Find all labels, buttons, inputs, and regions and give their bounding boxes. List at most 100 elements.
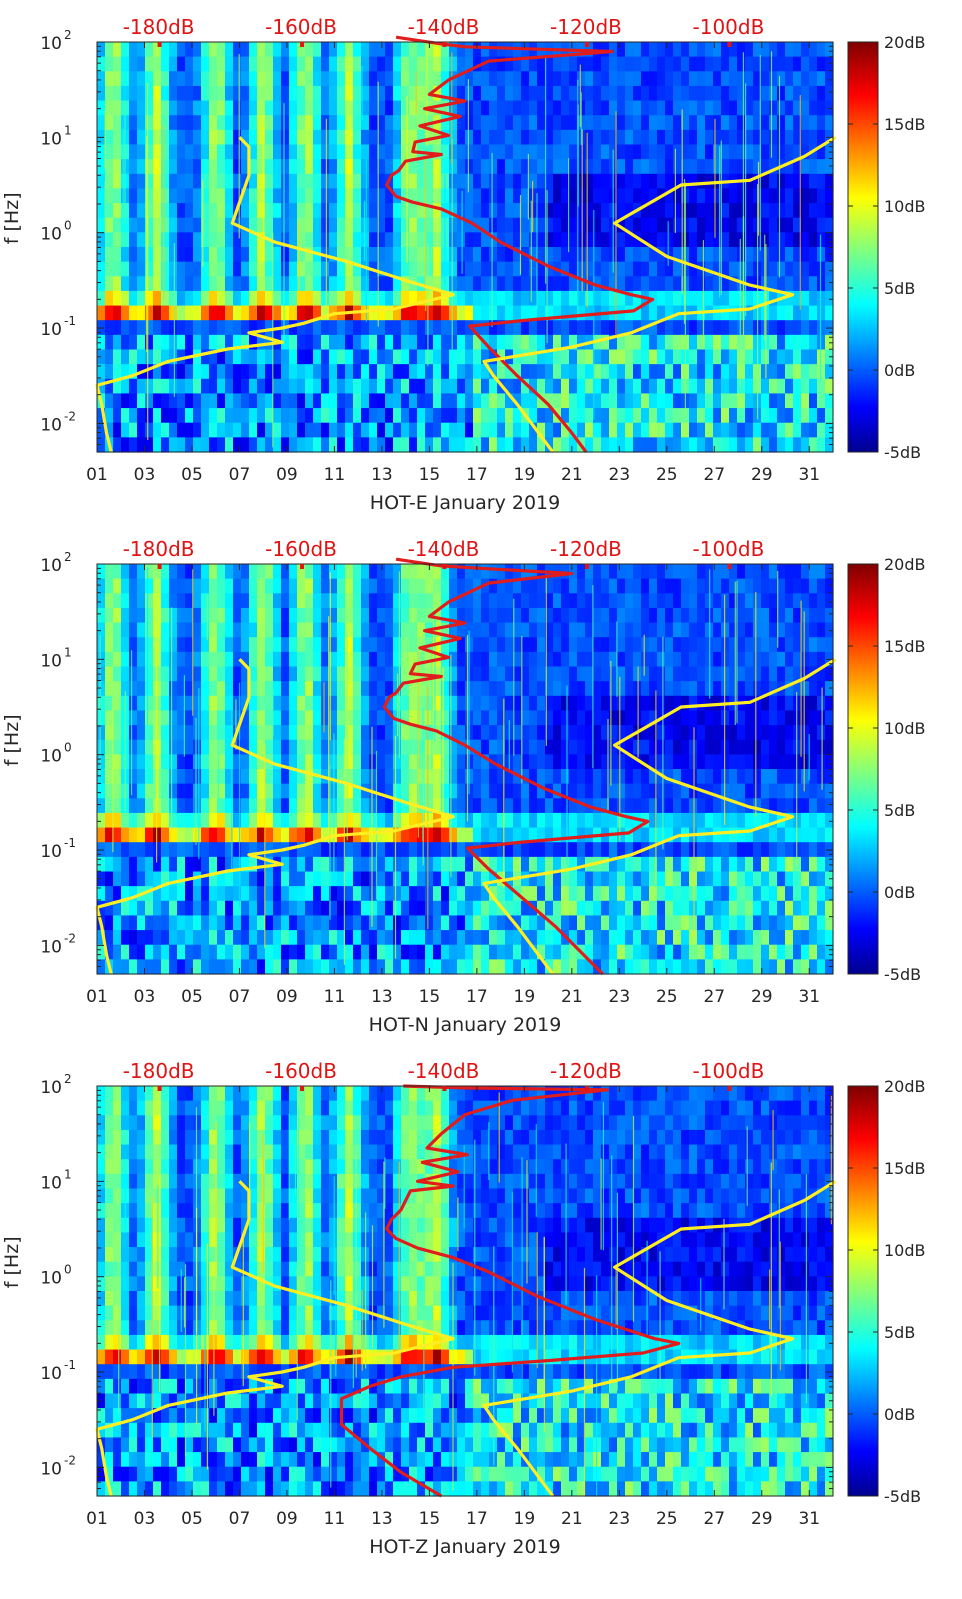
heatmap-cell xyxy=(753,144,762,160)
heatmap-cell xyxy=(649,637,658,653)
heatmap-cell xyxy=(193,725,202,741)
heatmap-cell xyxy=(289,754,298,770)
heatmap-cell xyxy=(225,578,234,594)
heatmap-cell xyxy=(137,261,146,277)
heatmap-cell xyxy=(657,695,666,712)
heatmap-cell xyxy=(305,856,314,873)
heatmap-cell xyxy=(793,305,802,321)
heatmap-cell xyxy=(169,725,178,741)
heatmap-cell xyxy=(705,783,714,799)
heatmap-cell xyxy=(145,364,154,380)
heatmap-cell xyxy=(145,422,154,438)
heatmap-cell xyxy=(193,188,202,204)
heatmap-cell xyxy=(217,217,226,233)
heatmap-cell xyxy=(401,173,410,190)
heatmap-cell xyxy=(561,578,570,594)
heatmap-cell xyxy=(185,607,194,624)
heatmap-cell xyxy=(625,783,634,799)
heatmap-cell xyxy=(649,115,658,131)
heatmap-cell xyxy=(529,188,538,204)
heatmap-cell xyxy=(713,754,722,770)
heatmap-cell xyxy=(129,364,138,380)
heatmap-cell xyxy=(257,812,266,829)
heatmap-cell xyxy=(417,232,426,248)
heatmap-cell xyxy=(161,159,170,175)
heatmap-cell xyxy=(705,408,714,424)
heatmap-cell xyxy=(505,798,514,814)
heatmap-cell xyxy=(545,334,554,351)
heatmap-cell xyxy=(169,944,178,960)
heatmap-cell xyxy=(489,651,498,668)
heatmap-cell xyxy=(433,769,442,785)
heatmap-cell xyxy=(361,188,370,204)
heatmap-cell xyxy=(177,129,186,146)
heatmap-cell xyxy=(609,812,618,829)
heatmap-cell xyxy=(217,856,226,873)
heatmap-cell xyxy=(441,85,450,102)
heatmap-cell xyxy=(249,173,258,190)
heatmap-cell xyxy=(561,349,570,365)
heatmap-cell xyxy=(345,710,354,726)
heatmap-cell xyxy=(137,695,146,712)
heatmap-cell xyxy=(129,261,138,277)
heatmap-cell xyxy=(137,129,146,146)
heatmap-cell xyxy=(177,900,186,917)
heatmap-cell xyxy=(369,637,378,653)
heatmap-cell xyxy=(193,695,202,712)
heatmap-cell xyxy=(225,320,234,336)
heatmap-cell xyxy=(233,364,242,380)
heatmap-cell xyxy=(233,842,242,858)
heatmap-cell xyxy=(393,85,402,102)
heatmap-cell xyxy=(577,798,586,814)
heatmap-cell xyxy=(273,188,282,204)
heatmap-cell xyxy=(633,681,642,697)
heatmap-cell xyxy=(649,173,658,190)
heatmap-cell xyxy=(129,695,138,712)
heatmap-cell xyxy=(345,856,354,873)
heatmap-cell xyxy=(825,393,834,409)
heatmap-cell xyxy=(313,378,322,395)
heatmap-cell xyxy=(593,886,602,902)
heatmap-cell xyxy=(705,812,714,829)
heatmap-cell xyxy=(513,725,522,741)
heatmap-cell xyxy=(593,607,602,624)
y-tick-label: 10 xyxy=(40,225,62,245)
heatmap-cell xyxy=(185,320,194,336)
heatmap-cell xyxy=(273,798,282,814)
heatmap-cell xyxy=(681,798,690,814)
heatmap-cell xyxy=(473,871,482,887)
heatmap-cell xyxy=(617,798,626,814)
heatmap-cell xyxy=(761,115,770,131)
heatmap-cell xyxy=(737,159,746,175)
heatmap-cell xyxy=(321,393,330,409)
heatmap-cell xyxy=(225,276,234,292)
heatmap-cell xyxy=(241,115,250,131)
heatmap-cell xyxy=(497,769,506,785)
heatmap-cell xyxy=(561,900,570,917)
heatmap-cell xyxy=(689,739,698,755)
heatmap-cell xyxy=(329,408,338,424)
heatmap-cell xyxy=(665,607,674,624)
heatmap-cell xyxy=(377,349,386,365)
heatmap-cell xyxy=(289,408,298,424)
heatmap-cell xyxy=(537,827,546,843)
heatmap-cell xyxy=(585,159,594,175)
heatmap-cell xyxy=(193,85,202,102)
heatmap-cell xyxy=(513,408,522,424)
heatmap-cell xyxy=(201,930,210,946)
heatmap-cell xyxy=(441,305,450,321)
heatmap-cell xyxy=(521,144,530,160)
heatmap-cell xyxy=(153,725,162,741)
heatmap-cell xyxy=(321,232,330,248)
heatmap-cell xyxy=(585,607,594,624)
heatmap-cell xyxy=(577,637,586,653)
heatmap-cell xyxy=(545,681,554,697)
heatmap-cell xyxy=(497,842,506,858)
heatmap-cell xyxy=(185,203,194,219)
heatmap-cell xyxy=(569,725,578,741)
heatmap-cell xyxy=(633,871,642,887)
heatmap-cell xyxy=(177,232,186,248)
heatmap-cell xyxy=(177,827,186,843)
heatmap-cell xyxy=(401,203,410,219)
heatmap-cell xyxy=(569,739,578,755)
